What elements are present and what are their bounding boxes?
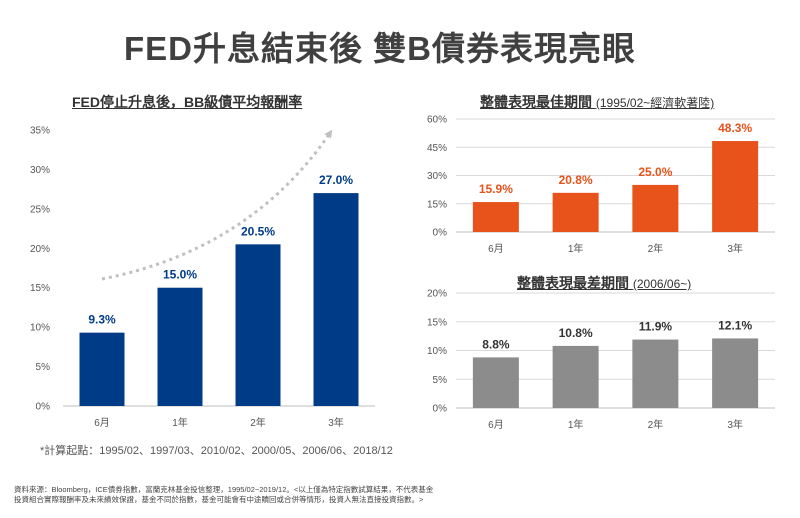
bottomright-bar: [472, 357, 519, 408]
topright-bar: [712, 141, 759, 232]
left-y-tick-label: 10%: [30, 323, 50, 334]
bottomright-bar: [552, 345, 599, 408]
topright-data-label: 20.8%: [559, 173, 593, 187]
bottom-right-chart-subtitle: (2006/06~): [632, 277, 692, 291]
left-chart-title-text: FED停止升息後，BB級債平均報酬率: [72, 94, 303, 110]
bottomright-bar: [712, 338, 759, 408]
bottomright-y-tick-label: 10%: [427, 346, 447, 357]
left-y-tick-label: 35%: [30, 126, 50, 137]
bottom-right-chart-title-text: 整體表現最差期間: [517, 275, 629, 291]
topright-y-tick-label: 15%: [427, 199, 447, 210]
left-y-tick-label: 20%: [30, 244, 50, 255]
topright-data-label: 15.9%: [479, 182, 513, 196]
topright-x-tick-label: 1年: [568, 242, 584, 255]
left-bar: [79, 332, 125, 406]
topright-y-tick-label: 45%: [427, 143, 447, 154]
charts-layer: 0% 5% 10% 15% 20% 25% 30% 35% 9.3% 6月 15.0% 1年 20.5%…: [30, 115, 775, 431]
left-x-tick-label: 2年: [250, 416, 266, 429]
bottomright-y-tick-label: 20%: [427, 289, 447, 300]
left-y-tick-label: 25%: [30, 204, 50, 215]
left-y-tick-label: 30%: [30, 165, 50, 176]
left-bar: [313, 193, 359, 406]
bottomright-bar: [632, 339, 679, 408]
bottom-right-chart-title: 整體表現最差期間 (2006/06~): [517, 273, 691, 293]
left-bar: [157, 287, 203, 406]
left-data-label: 27.0%: [319, 173, 353, 187]
source-line-2: 投資組合實際報酬率及未來績效保證，基金不同於指數，基金可能會有中途贖回或合併等情…: [14, 495, 424, 504]
left-y-tick-label: 5%: [36, 362, 51, 373]
bottomright-x-tick-label: 6月: [488, 419, 504, 431]
bottomright-data-label: 8.8%: [482, 337, 510, 351]
topright-y-tick-label: 30%: [427, 171, 447, 182]
left-x-tick-label: 6月: [94, 417, 110, 429]
bottomright-y-tick-label: 5%: [433, 375, 448, 386]
left-data-label: 9.3%: [88, 313, 116, 327]
left-chart-title: FED停止升息後，BB級債平均報酬率: [72, 92, 302, 112]
left-y-tick-label: 0%: [36, 402, 51, 413]
topright-y-tick-label: 0%: [433, 228, 448, 239]
bottomright-data-label: 10.8%: [559, 326, 593, 340]
left-y-tick-label: 15%: [30, 283, 50, 294]
bottomright-y-tick-label: 0%: [433, 404, 448, 415]
page-title: FED升息結束後 雙B債券表現亮眼: [124, 30, 636, 67]
left-data-label: 20.5%: [241, 224, 275, 238]
topright-bar: [552, 192, 599, 232]
bottomright-data-label: 12.1%: [718, 318, 752, 332]
topright-x-tick-label: 2年: [648, 242, 664, 255]
topright-data-label: 25.0%: [638, 165, 672, 179]
bottomright-y-tick-label: 15%: [427, 317, 447, 328]
source-disclaimer: 資料來源：Bloomberg，ICE債券指數，富蘭克林基金投信整理，1995/0…: [14, 485, 574, 505]
top-right-chart-title-text: 整體表現最佳期間: [480, 94, 592, 110]
top-right-chart-subtitle: (1995/02~經濟軟著陸): [595, 96, 715, 110]
left-data-label: 15.0%: [163, 268, 197, 282]
topright-bar: [632, 184, 679, 232]
bottomright-data-label: 11.9%: [639, 320, 673, 334]
topright-x-tick-label: 6月: [488, 243, 504, 255]
left-x-tick-label: 1年: [172, 416, 188, 429]
bottomright-x-tick-label: 3年: [727, 418, 743, 431]
left-x-tick-label: 3年: [328, 416, 344, 429]
calculation-footnote: *計算起點：1995/02、1997/03、2010/02、2000/05、20…: [40, 445, 393, 457]
growth-trend-arrow: [101, 129, 333, 281]
topright-bar: [472, 202, 519, 232]
bottomright-x-tick-label: 2年: [648, 418, 664, 431]
left-bar: [235, 244, 281, 406]
topright-data-label: 48.3%: [718, 121, 752, 135]
topright-y-tick-label: 60%: [427, 115, 447, 126]
bottomright-x-tick-label: 1年: [568, 418, 584, 431]
topright-x-tick-label: 3年: [727, 242, 743, 255]
source-line-1: 資料來源：Bloomberg，ICE債券指數，富蘭克林基金投信整理，1995/0…: [14, 485, 434, 494]
top-right-chart-title: 整體表現最佳期間 (1995/02~經濟軟著陸): [480, 92, 714, 112]
